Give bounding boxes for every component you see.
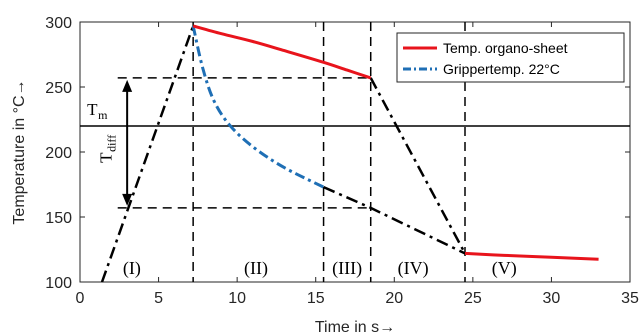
series-gripper-temperature xyxy=(191,25,325,189)
tdiff-arrow-head-up xyxy=(122,79,133,92)
x-axis-title: Time in s→ xyxy=(315,319,395,336)
tm-label-sub: m xyxy=(98,108,108,122)
tdiff-arrow-head-down xyxy=(122,193,133,206)
tdiff-label-main: T xyxy=(97,152,116,163)
series-organo-sheet-temperature-late xyxy=(464,251,599,261)
x-tick-label: 15 xyxy=(307,290,325,307)
tdiff-label-sub: diff xyxy=(105,135,119,152)
phase-label: (V) xyxy=(492,258,517,279)
cooling-ramp-line xyxy=(369,77,467,254)
y-tick-label: 150 xyxy=(45,210,72,227)
x-tick-label: 20 xyxy=(385,290,403,307)
heating-ramp-line xyxy=(100,25,195,283)
tm-label: T xyxy=(87,100,98,119)
legend-box xyxy=(396,32,625,83)
y-tick-label: 100 xyxy=(45,275,72,292)
y-tick-label: 200 xyxy=(45,145,72,162)
x-tick-label: 35 xyxy=(621,290,639,307)
x-tick-label: 30 xyxy=(543,290,561,307)
legend: Temp. organo-sheet Grippertemp. 22°C xyxy=(396,32,625,83)
phase-label: (IV) xyxy=(398,258,429,279)
y-axis-title: Temperature in °C→ xyxy=(11,79,28,224)
x-tick-label: 10 xyxy=(228,290,246,307)
axes: 0 5 10 15 20 25 30 35 100 150 200 250 300 Time in s→ T… xyxy=(11,15,639,336)
guide-lines xyxy=(80,22,630,283)
x-tick-label: 0 xyxy=(76,290,85,307)
phase-label: (II) xyxy=(244,258,268,279)
phase-label: (III) xyxy=(332,258,362,279)
phase-label: (I) xyxy=(123,258,141,279)
legend-label-gripper: Grippertemp. 22°C xyxy=(443,61,560,77)
x-tick-label: 25 xyxy=(464,290,482,307)
legend-label-organo-sheet: Temp. organo-sheet xyxy=(443,40,568,56)
gripper-cooling-line xyxy=(323,185,466,255)
y-tick-label: 300 xyxy=(45,15,72,32)
series-organo-sheet-temperature xyxy=(192,24,372,80)
x-tick-label: 5 xyxy=(154,290,163,307)
y-tick-label: 250 xyxy=(45,80,72,97)
series-lines xyxy=(191,24,599,261)
